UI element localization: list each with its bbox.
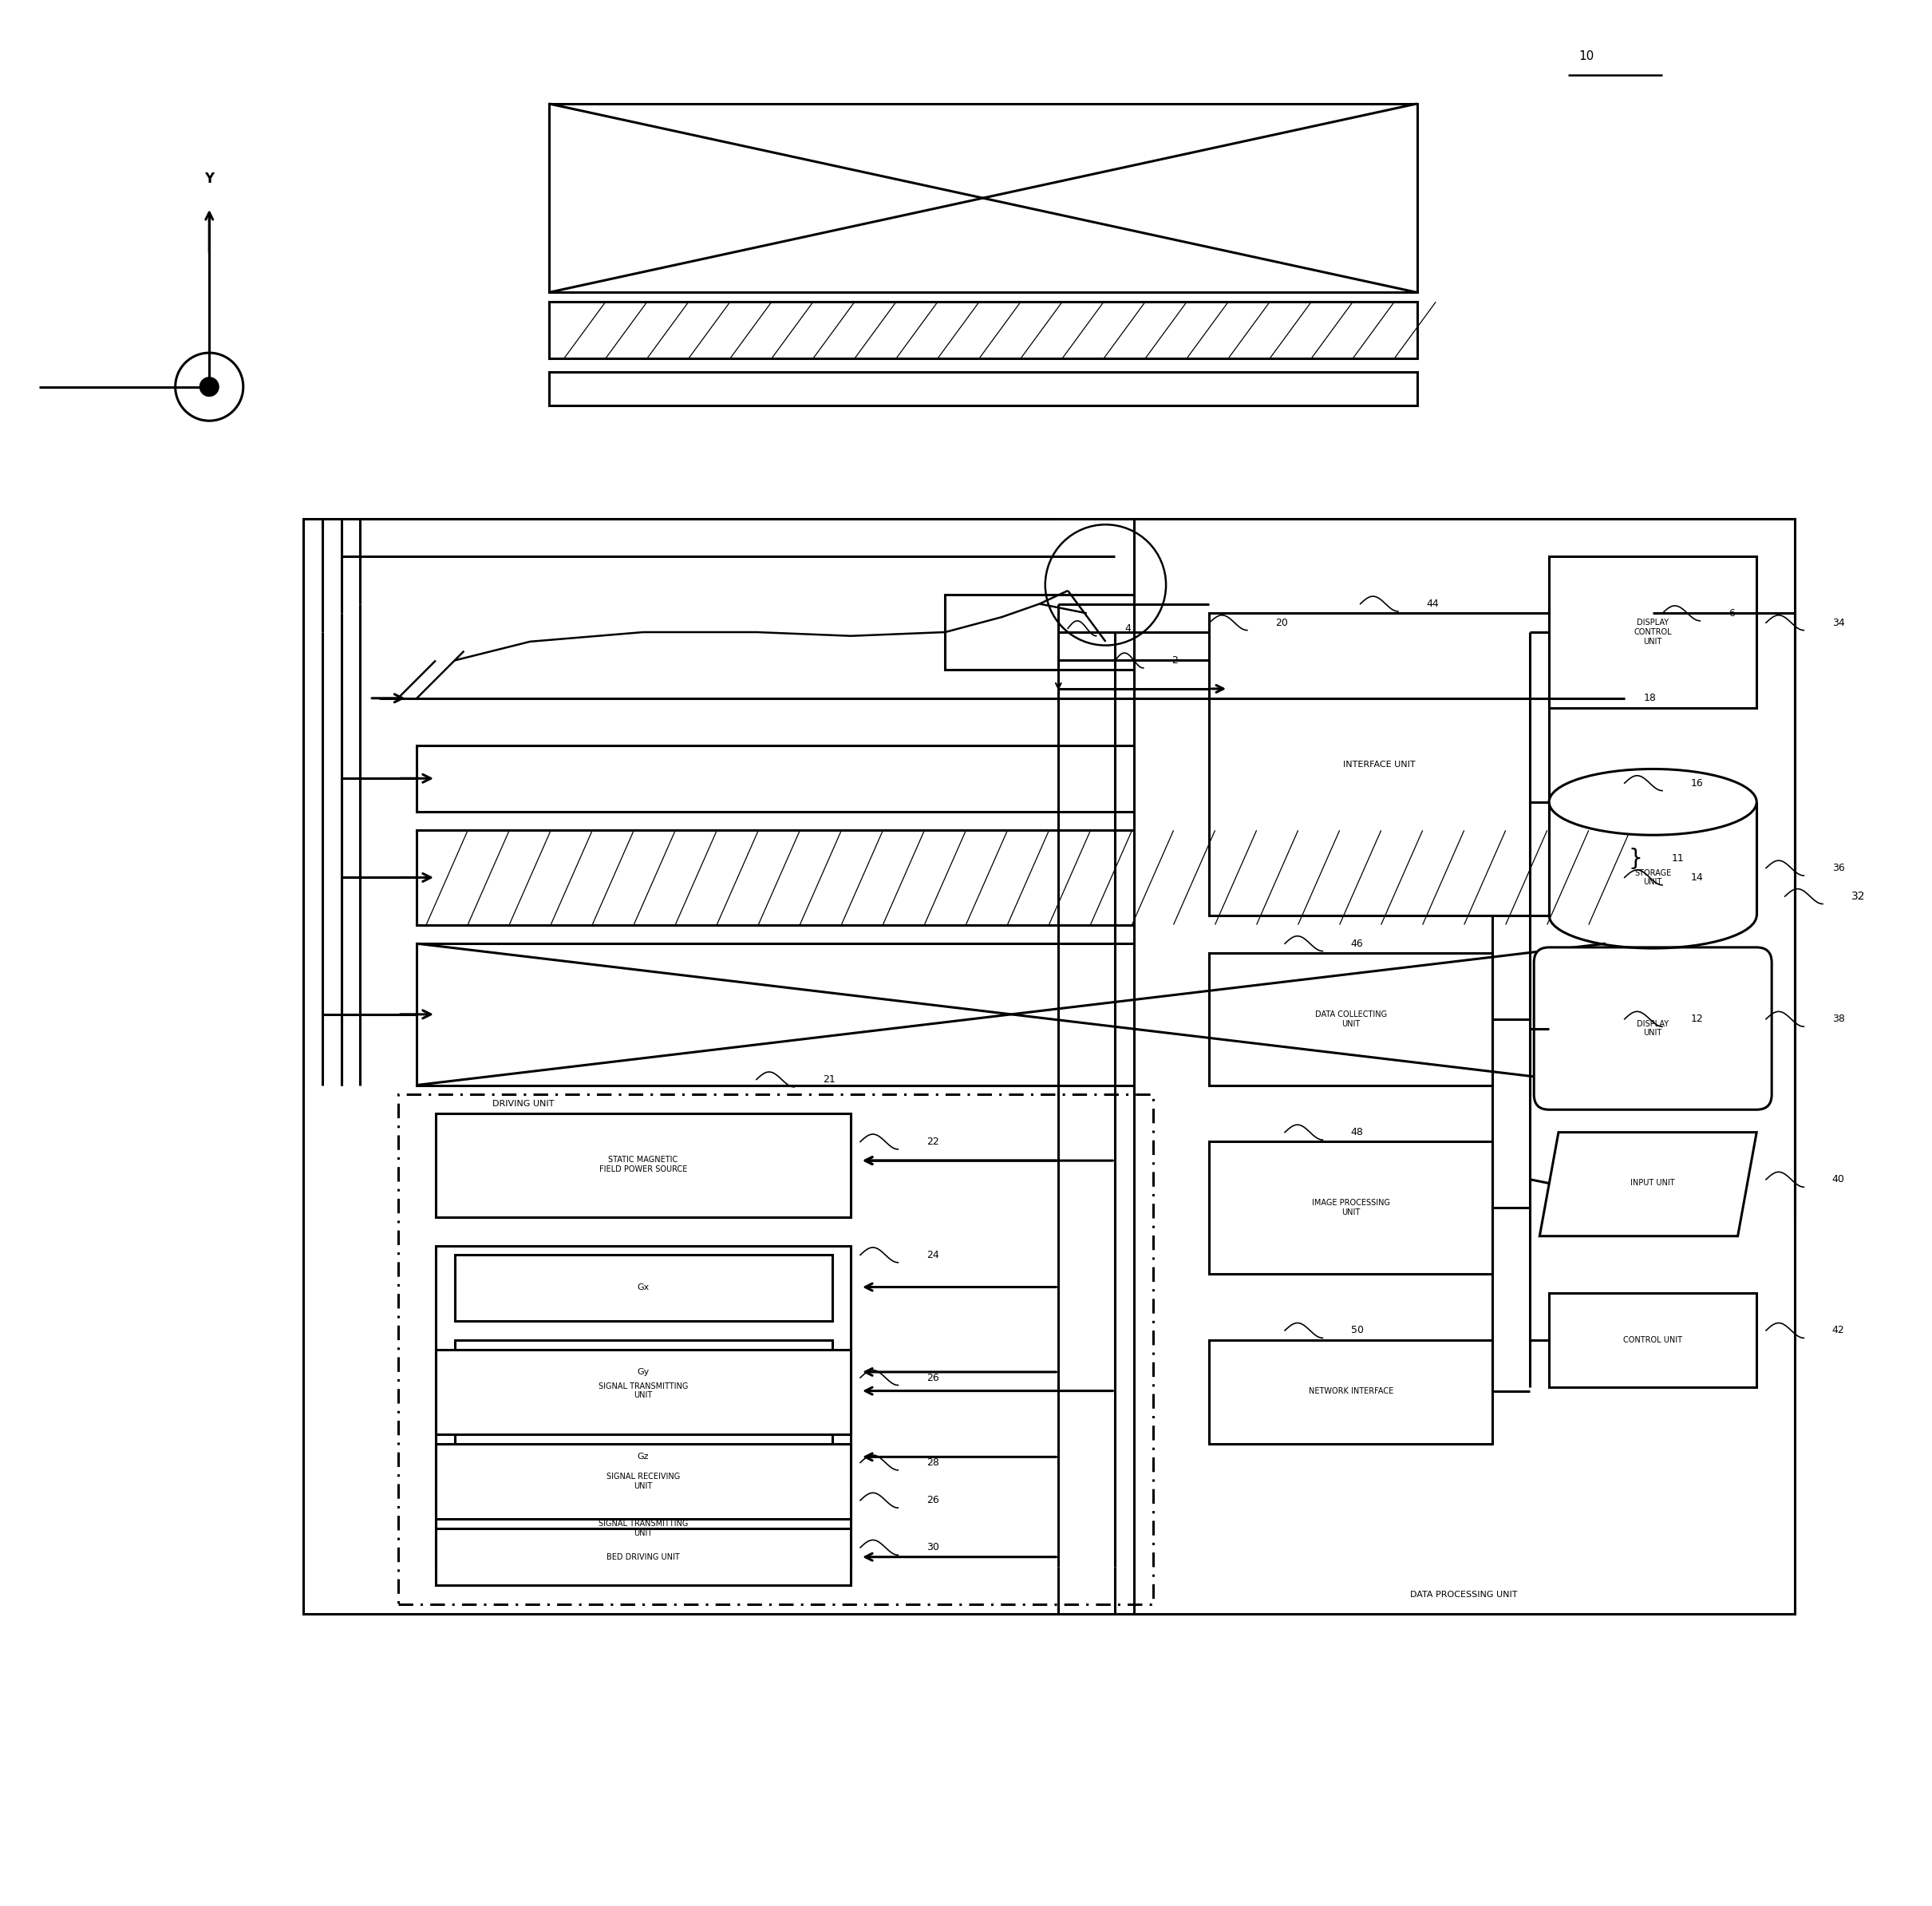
Text: 30: 30 xyxy=(925,1542,939,1553)
Bar xyxy=(1549,1292,1756,1388)
Text: DISPLAY
UNIT: DISPLAY UNIT xyxy=(1636,1020,1669,1037)
Bar xyxy=(417,943,1605,1085)
Bar xyxy=(303,518,1795,1614)
Text: SIGNAL TRANSMITTING
UNIT: SIGNAL TRANSMITTING UNIT xyxy=(599,1382,688,1399)
Bar xyxy=(1209,1340,1492,1443)
Text: DATA PROCESSING UNIT: DATA PROCESSING UNIT xyxy=(1410,1590,1519,1599)
Text: 42: 42 xyxy=(1832,1325,1845,1336)
Bar xyxy=(1209,614,1549,915)
Text: 16: 16 xyxy=(1690,778,1704,789)
Bar xyxy=(454,1426,833,1490)
Text: DISPLAY
CONTROL
UNIT: DISPLAY CONTROL UNIT xyxy=(1634,619,1671,646)
Text: DRIVING UNIT: DRIVING UNIT xyxy=(493,1100,554,1107)
Text: 26: 26 xyxy=(925,1494,939,1506)
Text: 11: 11 xyxy=(1671,854,1685,863)
Polygon shape xyxy=(1540,1132,1756,1237)
FancyBboxPatch shape xyxy=(1534,947,1772,1109)
Text: 21: 21 xyxy=(823,1075,835,1085)
Bar xyxy=(398,1094,1153,1605)
Bar xyxy=(1549,557,1756,707)
Text: INTERFACE UNIT: INTERFACE UNIT xyxy=(1343,760,1416,768)
Text: STATIC MAGNETIC
FIELD POWER SOURCE: STATIC MAGNETIC FIELD POWER SOURCE xyxy=(599,1155,688,1172)
Bar xyxy=(454,1254,833,1321)
Text: 48: 48 xyxy=(1350,1126,1364,1138)
Text: 10: 10 xyxy=(1578,51,1594,63)
Text: 36: 36 xyxy=(1832,863,1845,873)
Text: 50: 50 xyxy=(1350,1325,1364,1336)
Bar xyxy=(1209,1142,1492,1273)
Text: DATA COLLECTING
UNIT: DATA COLLECTING UNIT xyxy=(1316,1010,1387,1027)
Text: 40: 40 xyxy=(1832,1174,1845,1186)
Text: IMAGE PROCESSING
UNIT: IMAGE PROCESSING UNIT xyxy=(1312,1199,1389,1216)
Ellipse shape xyxy=(1549,768,1756,835)
Text: 4: 4 xyxy=(1124,623,1130,633)
Bar xyxy=(1134,518,1795,1614)
Bar xyxy=(454,1340,833,1407)
Text: SIGNAL TRANSMITTING
UNIT: SIGNAL TRANSMITTING UNIT xyxy=(599,1519,688,1538)
Text: 32: 32 xyxy=(1851,890,1864,902)
Text: Gx: Gx xyxy=(638,1283,649,1290)
Bar xyxy=(945,595,1190,669)
Bar xyxy=(437,1529,850,1586)
Text: CONTROL UNIT: CONTROL UNIT xyxy=(1623,1336,1683,1344)
Bar xyxy=(437,1349,850,1435)
Circle shape xyxy=(199,377,218,396)
Text: Y: Y xyxy=(205,172,214,187)
Text: 26: 26 xyxy=(925,1372,939,1384)
Text: 34: 34 xyxy=(1832,618,1845,627)
Bar xyxy=(437,1443,850,1519)
Text: 38: 38 xyxy=(1832,1014,1845,1024)
Text: 24: 24 xyxy=(925,1250,939,1260)
Text: Gz: Gz xyxy=(638,1452,649,1460)
Text: 20: 20 xyxy=(1275,618,1289,627)
Text: 14: 14 xyxy=(1690,873,1704,882)
Bar xyxy=(437,1490,850,1567)
Bar xyxy=(1209,953,1492,1085)
Bar xyxy=(417,745,1605,812)
Text: 2: 2 xyxy=(1171,656,1179,665)
Text: BED DRIVING UNIT: BED DRIVING UNIT xyxy=(607,1553,680,1561)
Text: STORAGE
UNIT: STORAGE UNIT xyxy=(1634,869,1671,886)
Text: SIGNAL RECEIVING
UNIT: SIGNAL RECEIVING UNIT xyxy=(607,1473,680,1490)
Text: 22: 22 xyxy=(925,1136,939,1147)
Bar xyxy=(417,831,1605,924)
Bar xyxy=(1605,537,1654,688)
Text: NETWORK INTERFACE: NETWORK INTERFACE xyxy=(1308,1388,1393,1395)
Text: 44: 44 xyxy=(1426,598,1439,610)
Bar xyxy=(549,301,1416,358)
Text: Gy: Gy xyxy=(638,1369,649,1376)
Text: }: } xyxy=(1629,848,1642,869)
Text: 28: 28 xyxy=(925,1458,939,1468)
Bar xyxy=(437,1245,850,1490)
Text: 18: 18 xyxy=(1644,694,1656,703)
Text: 6: 6 xyxy=(1729,608,1735,618)
Bar xyxy=(549,103,1416,292)
Bar xyxy=(437,1113,850,1218)
Text: 46: 46 xyxy=(1350,938,1364,949)
Bar xyxy=(549,372,1416,406)
Text: 12: 12 xyxy=(1690,1014,1704,1024)
Text: INPUT UNIT: INPUT UNIT xyxy=(1631,1180,1675,1187)
